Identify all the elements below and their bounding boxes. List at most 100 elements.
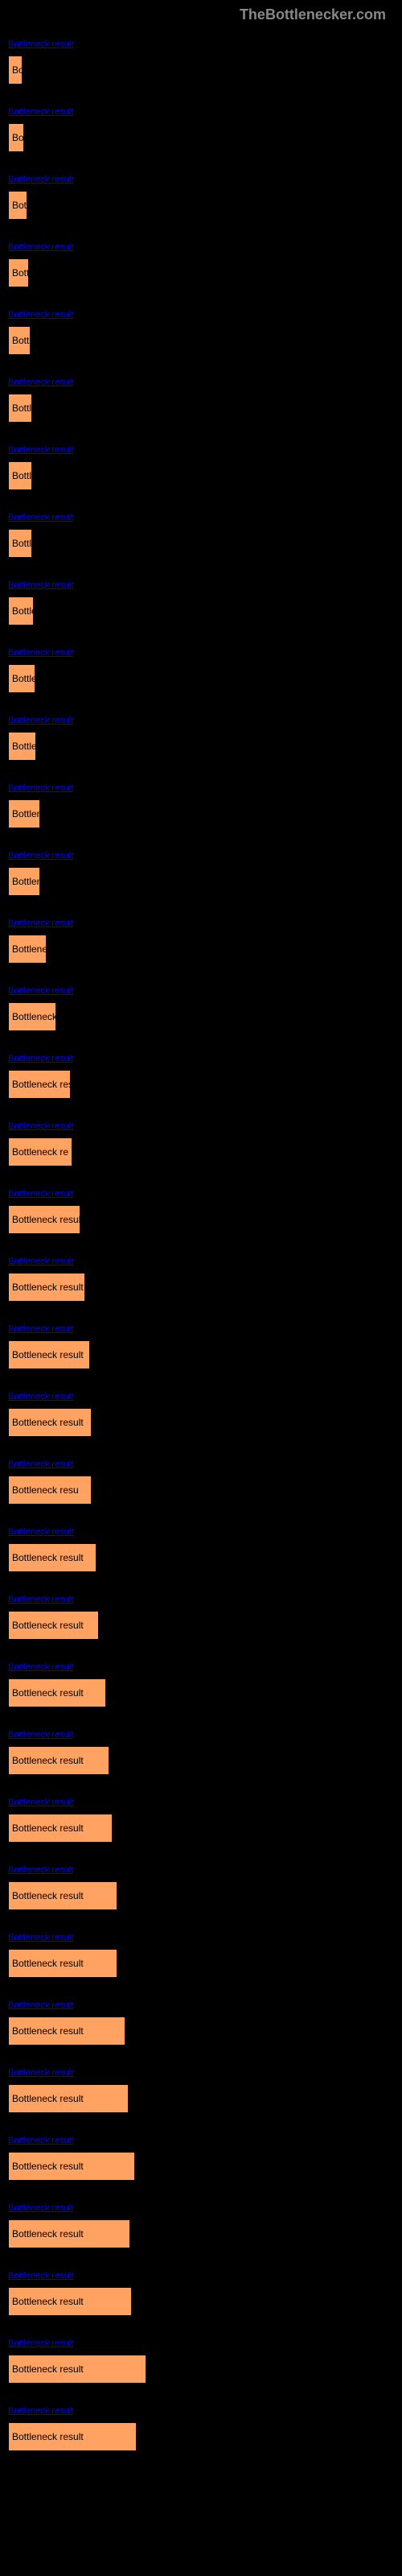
bar: Bottl xyxy=(8,529,32,558)
bar-link[interactable]: Bottleneck result xyxy=(8,2203,73,2213)
bar-label: Bottle xyxy=(12,741,36,752)
bar-label: Bottl xyxy=(12,470,31,481)
bar: Bottleneck result xyxy=(8,2017,125,2046)
bar-link[interactable]: Bottleneck result xyxy=(8,445,73,455)
bar-row: Bottleneck result Bot xyxy=(8,168,394,236)
bar-link[interactable]: Bottleneck result xyxy=(8,513,73,522)
bar-label: Bottleneck result xyxy=(12,1349,84,1360)
bar: Bottleneck result xyxy=(8,1678,106,1707)
bar-row: Bottleneck result Bottleneck result xyxy=(8,1250,394,1318)
bar-link[interactable]: Bottleneck result xyxy=(8,1662,73,1672)
bar: Bottleneck xyxy=(8,1002,56,1031)
bar-label: Bottleneck result xyxy=(12,1552,84,1563)
bar-link[interactable]: Bottleneck result xyxy=(8,1189,73,1199)
bar-row: Bottleneck result Bottleneck result xyxy=(8,2062,394,2129)
bar: Bottleneck result xyxy=(8,1611,99,1640)
bar-link[interactable]: Bottleneck result xyxy=(8,39,73,49)
bar-link[interactable]: Bottleneck result xyxy=(8,783,73,793)
bar-label: Bottle xyxy=(12,605,34,617)
bar-row: Bottleneck resultBottlen xyxy=(8,844,394,912)
bar-label: Bottleneck result xyxy=(12,1687,84,1699)
bar-row: Bottleneck result Bottl xyxy=(8,371,394,439)
bar-link[interactable]: Bottleneck result xyxy=(8,716,73,725)
bar-row: Bottleneck result Bottle xyxy=(8,642,394,709)
bar-label: Bottleneck result xyxy=(12,2093,84,2104)
bar: Bottleneck result xyxy=(8,1814,113,1843)
bar: Bottleneck result xyxy=(8,2287,132,2316)
bar-label: Bottleneck resu xyxy=(12,1079,71,1090)
bar-link[interactable]: Bottleneck result xyxy=(8,310,73,320)
bar-link[interactable]: Bottleneck result xyxy=(8,1865,73,1875)
bar-link[interactable]: Bottleneck result xyxy=(8,1054,73,1063)
bar-row: Bottleneck result Bottleneck result xyxy=(8,2400,394,2467)
bar-row: Bottleneck result Bottleneck result xyxy=(8,1926,394,1994)
bar-link[interactable]: Bottleneck result xyxy=(8,1459,73,1469)
bar-label: Bo xyxy=(12,132,24,143)
bar: Bottl xyxy=(8,394,32,423)
bar-label: Bottleneck result xyxy=(12,1282,84,1293)
bar-label: Bottleneck result xyxy=(12,1823,84,1834)
bar: Bottle xyxy=(8,732,36,761)
bar-row: Bottleneck result Bottlene xyxy=(8,912,394,980)
bar-link[interactable]: Bottleneck result xyxy=(8,648,73,658)
bar-label: Bottleneck xyxy=(12,1011,56,1022)
bar-link[interactable]: Bottleneck result xyxy=(8,2136,73,2145)
bar: Bottle xyxy=(8,664,35,693)
bar: Bottleneck re xyxy=(8,1137,72,1166)
bar-label: Bottlen xyxy=(12,808,40,819)
bar: Bottleneck result xyxy=(8,2084,129,2113)
bar-label: Bottleneck result xyxy=(12,2025,84,2037)
bar: Bottleneck result xyxy=(8,1340,90,1369)
bar-label: Bottleneck result xyxy=(12,1890,84,1901)
bar: Bottleneck result xyxy=(8,2422,137,2451)
bar-link[interactable]: Bottleneck result xyxy=(8,1392,73,1402)
bar-link[interactable]: Bottleneck result xyxy=(8,580,73,590)
bar-label: Bottle xyxy=(12,673,35,684)
bar: Bottleneck result xyxy=(8,1543,96,1572)
bar: Bott xyxy=(8,258,29,287)
bar-row: Bottleneck result Bottle xyxy=(8,709,394,777)
bar-row: Bottleneck result Bottleneck result xyxy=(8,1385,394,1453)
bar-link[interactable]: Bottleneck result xyxy=(8,1257,73,1266)
bar-row: Bottleneck result Bottleneck result xyxy=(8,1859,394,1926)
bar-link[interactable]: Bottleneck result xyxy=(8,1121,73,1131)
bar-link[interactable]: Bottleneck result xyxy=(8,107,73,117)
bar-link[interactable]: Bottleneck result xyxy=(8,2068,73,2078)
bar: Bottleneck result xyxy=(8,1949,117,1978)
bar-label: Bottleneck result xyxy=(12,1417,84,1428)
bar: Bottleneck resu xyxy=(8,1070,71,1099)
bar-row: Bottleneck resultBott xyxy=(8,303,394,371)
bar-label: Bottlene xyxy=(12,943,47,955)
bar-row: Bottleneck result Bottleneck xyxy=(8,980,394,1047)
bar-row: Bottleneck result Bottleneck re xyxy=(8,1115,394,1183)
bar-link[interactable]: Bottleneck result xyxy=(8,2339,73,2348)
bar: Bottlen xyxy=(8,799,40,828)
bar-link[interactable]: Bottleneck result xyxy=(8,986,73,996)
bar-row: Bottleneck resultBottleneck result xyxy=(8,2197,394,2264)
bar-link[interactable]: Bottleneck result xyxy=(8,175,73,184)
bar-link[interactable]: Bottleneck result xyxy=(8,1798,73,1807)
bar: Bo xyxy=(8,123,24,152)
bar-link[interactable]: Bottleneck result xyxy=(8,1933,73,1942)
bar-link[interactable]: Bottleneck result xyxy=(8,851,73,861)
bar: Bottle xyxy=(8,597,34,625)
bar-link[interactable]: Bottleneck result xyxy=(8,1730,73,1740)
bar-link[interactable]: Bottleneck result xyxy=(8,1595,73,1604)
bar-link[interactable]: Bottleneck result xyxy=(8,2000,73,2010)
bar-row: Bottleneck result Bottl xyxy=(8,439,394,506)
bar-row: Bottleneck result Bottleneck result xyxy=(8,1791,394,1859)
bar-link[interactable]: Bottleneck result xyxy=(8,2271,73,2281)
bar-link[interactable]: Bottleneck result xyxy=(8,242,73,252)
bar-row: Bottleneck resultBottleneck resu xyxy=(8,1453,394,1521)
bar-row: Bottleneck resultBo xyxy=(8,33,394,101)
bar-row: Bottleneck result Bott xyxy=(8,236,394,303)
bar-label: Bot xyxy=(12,200,27,211)
bar-link[interactable]: Bottleneck result xyxy=(8,1324,73,1334)
bar-link[interactable]: Bottleneck result xyxy=(8,2406,73,2416)
bar-link[interactable]: Bottleneck result xyxy=(8,378,73,387)
bar-label: Bottleneck result xyxy=(12,1214,80,1225)
bar-link[interactable]: Bottleneck result xyxy=(8,919,73,928)
bar-row: Bottleneck resultBottleneck result xyxy=(8,1724,394,1791)
bar-link[interactable]: Bottleneck result xyxy=(8,1527,73,1537)
bar-label: Bottl xyxy=(12,402,31,414)
